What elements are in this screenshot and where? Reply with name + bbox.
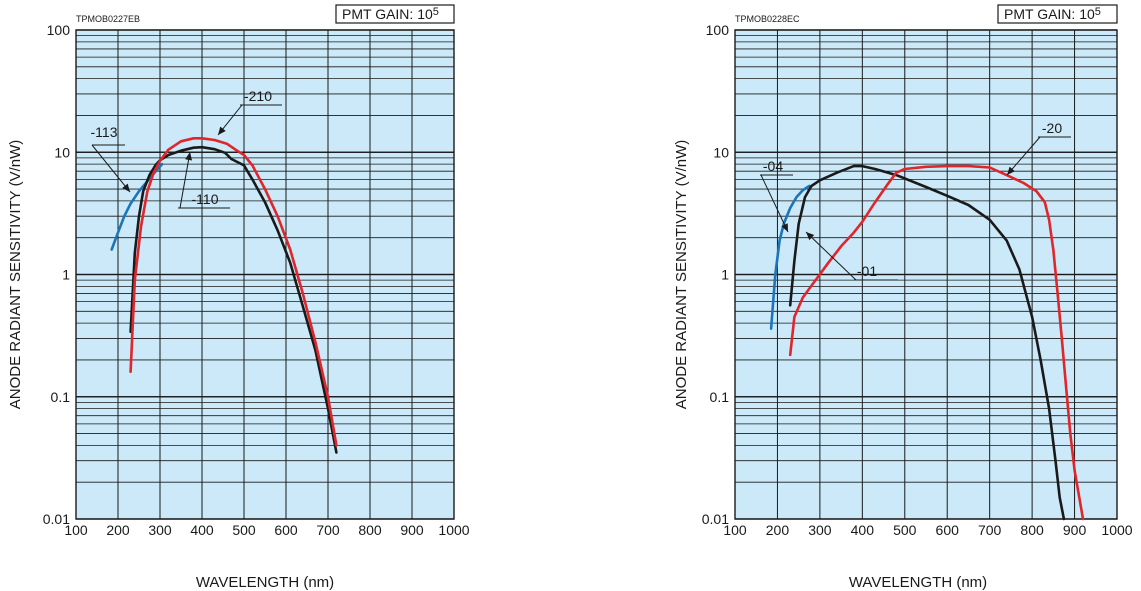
x-tick-label: 300 (148, 522, 172, 538)
series-line-04 (769, 184, 811, 331)
x-tick-label: 900 (1063, 522, 1087, 538)
y-tick-label: 0.1 (51, 389, 71, 405)
gain-box (335, 4, 455, 24)
x-axis-label: WAVELENGTH (nm) (196, 574, 334, 591)
y-tick-label: 1 (721, 267, 729, 283)
y-tick-label: 100 (47, 22, 71, 38)
chart-right-svg: 100 200 300 400 500 600 700 800 900 1000 0.01 0.1 1 1… (673, 4, 1133, 591)
chart-code: TPMOB0227EB (76, 14, 140, 24)
chart-left-svg: 100 200 300 400 500 600 700 800 900 1000 0.01 0.1 1 1… (7, 4, 470, 591)
chart-right: 100 200 300 400 500 600 700 800 900 1000 0.01 0.1 1 1… (668, 0, 1141, 591)
y-tick-label: 10 (713, 144, 729, 160)
x-tick-label: 500 (893, 522, 917, 538)
x-tick-label: 400 (190, 522, 214, 538)
y-tick-label: 0.01 (702, 511, 729, 527)
gain-box (997, 4, 1118, 24)
annotation-leader (760, 174, 789, 233)
y-tick-label: 1 (62, 267, 70, 283)
x-tick-label: 900 (400, 522, 424, 538)
y-tick-label: 100 (706, 22, 730, 38)
series-line-20 (788, 164, 1085, 521)
annotation-leader (805, 231, 857, 281)
gain-label: PMT GAIN: 105 (342, 6, 439, 22)
annotation-label: -110 (192, 191, 219, 207)
y-axis-label: ANODE RADIANT SENSITIVITY (V/nW) (673, 140, 690, 410)
series-line-110 (129, 145, 338, 454)
x-tick-label: 800 (1020, 522, 1044, 538)
annotation-leader (179, 151, 191, 209)
y-tick-label: 10 (54, 144, 70, 160)
x-tick-label: 100 (723, 522, 747, 538)
y-axis-label: ANODE RADIANT SENSITIVITY (V/nW) (7, 140, 24, 410)
annotation-label: -04 (763, 158, 783, 174)
annotation-label: -210 (244, 88, 272, 104)
x-tick-label: 1000 (1101, 522, 1132, 538)
x-tick-label: 500 (232, 522, 256, 538)
y-tick-label: 0.1 (710, 389, 730, 405)
x-tick-label: 600 (274, 522, 298, 538)
chart-code: TPMOB0228EC (735, 14, 800, 24)
x-tick-label: 700 (316, 522, 340, 538)
x-tick-label: 300 (808, 522, 832, 538)
x-tick-label: 200 (106, 522, 130, 538)
annotation-label: -01 (857, 263, 877, 279)
x-tick-label: 600 (936, 522, 960, 538)
gain-exponent: 5 (1095, 6, 1101, 18)
gain-label: PMT GAIN: 105 (1004, 6, 1101, 22)
annotation-arrowhead (806, 232, 815, 241)
gain-exponent: 5 (433, 6, 439, 18)
x-axis-label: WAVELENGTH (nm) (849, 574, 987, 591)
plot-frame (734, 29, 1118, 520)
annotation-arrowhead (122, 183, 130, 192)
x-tick-label: 400 (851, 522, 875, 538)
annotation-arrowhead (185, 152, 193, 161)
x-tick-label: 1000 (438, 522, 469, 538)
annotation-arrowhead (218, 126, 226, 135)
annotation-leader (1006, 136, 1041, 176)
plot-frame (75, 29, 455, 520)
annotation-arrowhead (1007, 166, 1015, 175)
annotation-leader (91, 144, 131, 193)
x-tick-label: 100 (64, 522, 88, 538)
annotation-arrowhead (781, 223, 788, 232)
annotation-label: -20 (1042, 120, 1062, 136)
annotation-label: -113 (91, 124, 118, 140)
chart-left: 100 200 300 400 500 600 700 800 900 1000 0.01 0.1 1 1… (0, 0, 560, 591)
y-tick-label: 0.01 (43, 511, 70, 527)
x-tick-label: 800 (358, 522, 382, 538)
series-line-210 (129, 137, 338, 447)
x-tick-label: 200 (766, 522, 790, 538)
series-line-01 (788, 164, 1066, 521)
x-tick-label: 700 (978, 522, 1002, 538)
